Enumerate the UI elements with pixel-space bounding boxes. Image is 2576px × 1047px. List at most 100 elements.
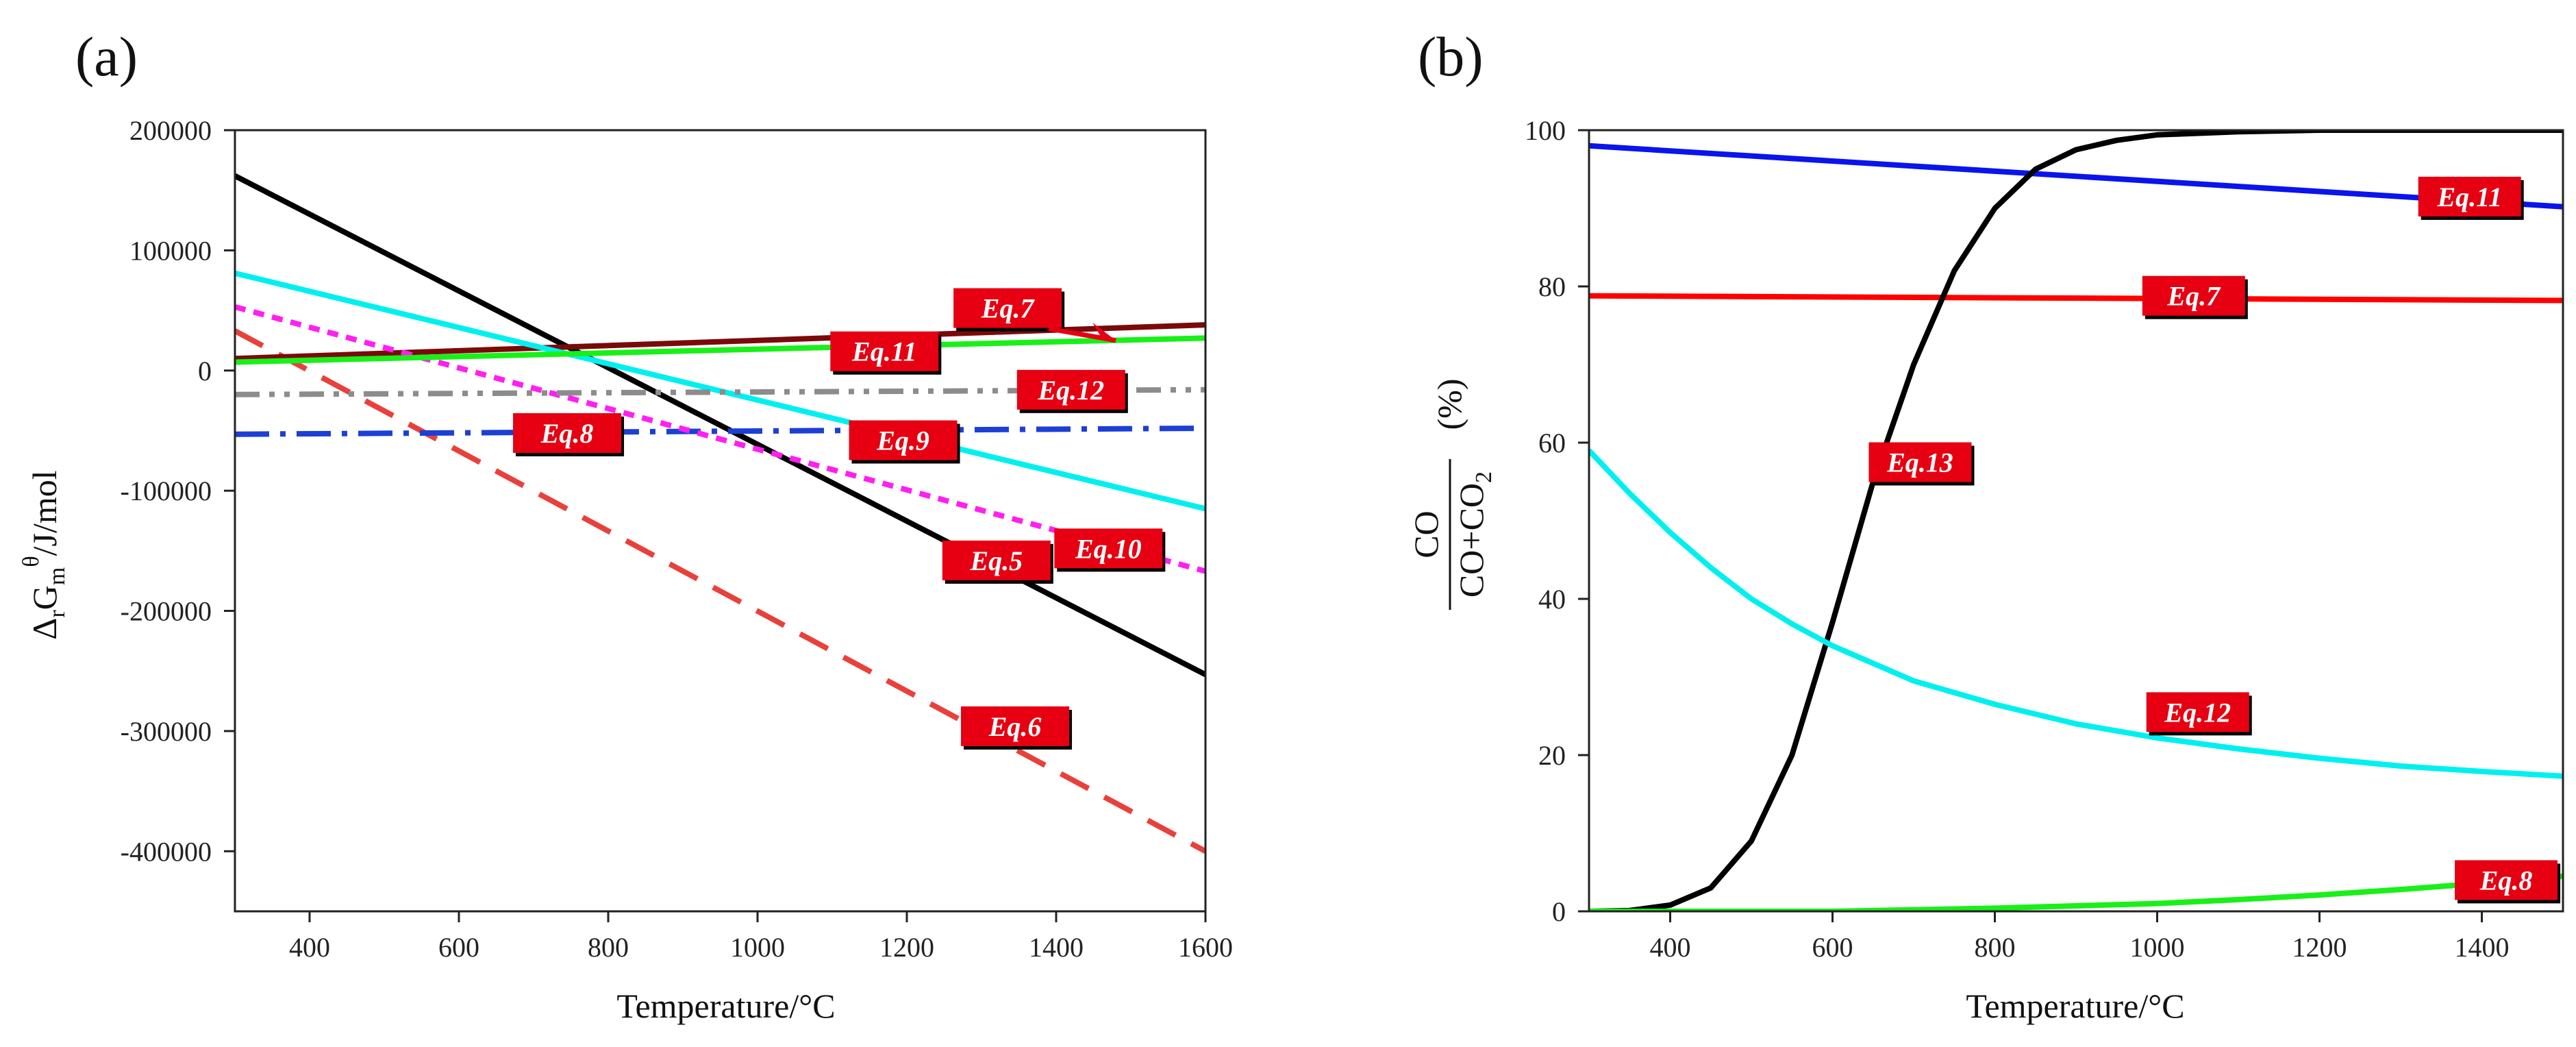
- y-axis-label-a: ΔrGmθ/J/mol: [18, 470, 70, 639]
- plot-area-b: [1589, 130, 2563, 911]
- y-label-a-sub1: r: [45, 610, 70, 618]
- y-label-b-unit: (%): [1430, 379, 1468, 430]
- annotation-eq10: Eq.10: [1054, 528, 1166, 572]
- x-tick-label: 1200: [879, 932, 934, 963]
- svg-text:CO+CO2: CO+CO2: [1452, 471, 1497, 598]
- y-tick-label: 0: [198, 356, 212, 386]
- y-tick-label: 60: [1538, 428, 1566, 458]
- annotation-eq7: Eq.7: [953, 288, 1065, 332]
- y-label-a-sup: θ: [18, 556, 44, 567]
- y-tick-label: -300000: [121, 716, 212, 747]
- annotation-box: [961, 706, 1070, 746]
- annotation-text: Eq.7: [2166, 281, 2221, 312]
- chart-panel-a: (a) ΔrGmθ/J/mol Temperature/°C 400 600 800…: [18, 25, 1233, 1025]
- series-line-eq7: [1589, 293, 2563, 304]
- series-line-eq8: [1589, 873, 2563, 911]
- y-tick-label: -200000: [121, 596, 212, 627]
- annotation-box: [953, 288, 1062, 328]
- y-tick-label: 80: [1538, 271, 1566, 302]
- annotation-text: Eq.8: [540, 418, 594, 449]
- x-tick-label: 400: [1650, 932, 1691, 963]
- annotation-eq7: Eq.7: [2142, 275, 2248, 319]
- annotation-text: Eq.12: [1037, 375, 1104, 406]
- annotation-box: [513, 412, 622, 453]
- axes-frame-b: [1588, 129, 2564, 913]
- y-tick-label: -400000: [121, 836, 212, 867]
- x-tick-label: 1000: [2130, 932, 2185, 963]
- y-label-a-prefix: Δ: [25, 618, 64, 640]
- chart-panel-b: (b) CO CO+CO2 (%) Temperature/°C 400 600 8…: [1407, 25, 2564, 1025]
- annotation-box: [830, 331, 939, 371]
- x-tick-label: 1400: [2455, 932, 2510, 963]
- y-tick-label: 20: [1538, 740, 1566, 771]
- plot-area-a: [235, 173, 1205, 854]
- x-tick-label: 1400: [1029, 932, 1084, 963]
- svg-text:ΔrGmθ/J/mol: ΔrGmθ/J/mol: [18, 470, 70, 639]
- annotation-arrowhead: [1092, 322, 1116, 341]
- y-label-b-den-sub: 2: [1471, 471, 1497, 483]
- annotation-box: [1054, 528, 1163, 569]
- annotation-eq8: Eq.8: [2455, 860, 2561, 904]
- series-line-eq11: [235, 335, 1205, 365]
- annotation-box: [2142, 275, 2245, 316]
- y-label-b-denominator: CO+CO: [1452, 483, 1490, 598]
- y-tick-label: 200000: [129, 115, 212, 146]
- annotation-box: [1016, 369, 1125, 410]
- y-label-a-sub2: m: [45, 567, 70, 585]
- annotation-box: [849, 420, 958, 460]
- series-line-eq6: [235, 328, 1205, 854]
- x-axis-label-a: Temperature/°C: [616, 987, 835, 1025]
- annotation-text: Eq.7: [981, 293, 1036, 324]
- annotation-eq12: Eq.12: [2146, 692, 2252, 736]
- annotation-text: Eq.11: [851, 336, 916, 367]
- annotation-eq9: Eq.9: [849, 420, 960, 464]
- annotation-text: Eq.12: [2164, 697, 2231, 728]
- x-tick-label: 1200: [2292, 932, 2347, 963]
- annotation-box: [2418, 176, 2521, 217]
- y-tick-label: 40: [1538, 584, 1566, 615]
- annotation-box: [2455, 860, 2558, 900]
- series-line-eq13: [1589, 130, 2563, 911]
- axes-frame-a: [234, 129, 1207, 913]
- panel-label-a: (a): [75, 25, 138, 88]
- y-axis-label-b: CO CO+CO2 (%): [1407, 379, 1497, 610]
- x-tick-label: 800: [588, 932, 629, 963]
- x-tick-label: 800: [1975, 932, 2016, 963]
- annotation-box: [1868, 442, 1972, 482]
- x-tick-label: 600: [1812, 932, 1853, 963]
- series-line-eq10: [235, 304, 1205, 574]
- annotation-box: [2146, 692, 2249, 732]
- x-tick-label: 400: [289, 932, 330, 963]
- x-tick-label: 600: [438, 932, 479, 963]
- series-line-eq5: [235, 173, 1205, 678]
- x-tick-label: 1600: [1178, 932, 1233, 963]
- annotation-text: Eq.5: [969, 545, 1023, 576]
- series-line-eq12: [1589, 448, 2563, 779]
- annotation-eq6: Eq.6: [961, 706, 1073, 750]
- annotation-eq13: Eq.13: [1868, 442, 1975, 486]
- annotation-eq11: Eq.11: [2418, 176, 2524, 220]
- y-label-a-main: G: [25, 585, 64, 610]
- annotation-text: Eq.8: [2479, 865, 2533, 896]
- y-label-b-numerator: CO: [1407, 510, 1445, 558]
- x-tick-label: 1000: [730, 932, 785, 963]
- x-axis-label-b: Temperature/°C: [1966, 987, 2184, 1025]
- y-label-a-suffix: /J/mol: [25, 470, 64, 556]
- y-tick-label: -100000: [121, 476, 212, 506]
- series-line-eq8: [235, 426, 1205, 437]
- annotation-text: Eq.6: [988, 711, 1042, 742]
- series-line-eq11: [1589, 143, 2563, 210]
- annotation-eq12: Eq.12: [1016, 369, 1128, 413]
- annotation-eq8: Eq.8: [513, 412, 625, 456]
- annotation-box: [942, 540, 1051, 580]
- annotation-text: Eq.10: [1075, 533, 1142, 564]
- panel-label-b: (b): [1418, 25, 1484, 88]
- y-tick-label: 0: [1552, 896, 1566, 927]
- y-tick-label: 100000: [129, 235, 212, 266]
- annotation-text: Eq.11: [2436, 182, 2501, 212]
- annotation-eq5: Eq.5: [942, 540, 1053, 584]
- annotation-text: Eq.13: [1886, 447, 1953, 478]
- y-tick-label: 100: [1525, 115, 1566, 146]
- annotation-eq11: Eq.11: [830, 331, 942, 375]
